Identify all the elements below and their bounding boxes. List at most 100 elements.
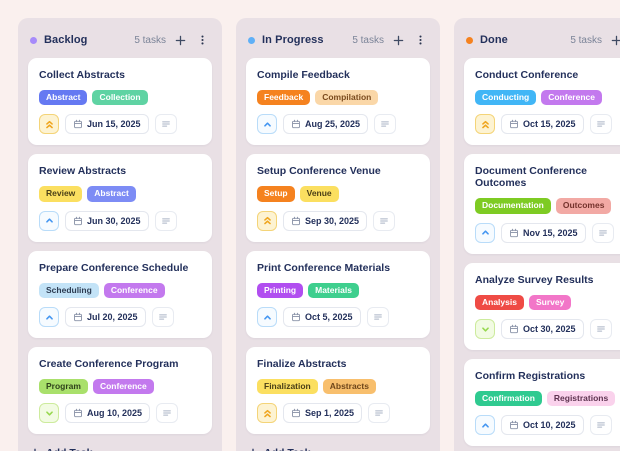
task-card[interactable]: Document Conference Outcomes Documentati… [464, 154, 620, 254]
task-tag: Conference [103, 282, 165, 299]
column-menu-button[interactable] [195, 32, 210, 48]
column-cards: Compile Feedback Feedback Compilation Aug… [246, 58, 430, 435]
description-indicator [368, 403, 391, 424]
task-tags: Finalization Abstracts [257, 379, 419, 395]
task-card[interactable]: Review Abstracts Review Abstract Jun 30, … [28, 154, 212, 242]
task-title: Analyze Survey Results [475, 273, 594, 286]
task-meta: Oct 15, 2025 [475, 114, 620, 135]
column-task-count: 5 tasks [352, 34, 384, 46]
chevron-icon [481, 423, 489, 428]
column-status-dot [30, 36, 37, 44]
description-indicator [156, 403, 179, 424]
priority-badge [475, 114, 495, 135]
task-tag: Abstract [39, 90, 88, 106]
due-date-chip: Jun 15, 2025 [65, 114, 149, 135]
due-date: Oct 15, 2025 [523, 119, 576, 130]
kebab-menu-icon [201, 35, 204, 45]
kanban-column: Backlog 5 tasks Collect Abstracts Abstra… [18, 18, 222, 451]
column-cards: Conduct Conference Conducting Conference … [464, 58, 620, 447]
due-date: Nov 15, 2025 [523, 227, 578, 238]
task-tag: Venue [299, 186, 339, 202]
add-task-icon-button[interactable] [173, 33, 188, 48]
task-tag: Abstracts [322, 379, 376, 395]
due-date-chip: Oct 5, 2025 [283, 307, 361, 328]
task-meta: Sep 1, 2025 [257, 403, 419, 424]
due-date-chip: Aug 25, 2025 [283, 114, 369, 135]
calendar-icon [292, 120, 300, 129]
due-date-chip: Nov 15, 2025 [501, 222, 586, 243]
task-card[interactable]: Create Conference Program Program Confere… [28, 347, 212, 435]
task-meta: Oct 30, 2025 [475, 319, 620, 340]
chevron-icon [45, 314, 53, 320]
task-card[interactable]: Finalize Abstracts Finalization Abstracts… [246, 347, 430, 435]
column-menu-button[interactable] [413, 32, 428, 48]
task-card[interactable]: Compile Feedback Feedback Compilation Aug… [246, 58, 430, 146]
task-tag: Abstract [87, 186, 136, 202]
description-indicator [589, 415, 612, 436]
due-date-chip: Aug 10, 2025 [65, 403, 151, 424]
column-status-dot [248, 36, 255, 44]
task-card[interactable]: Confirm Registrations Confirmation Regist… [464, 359, 620, 447]
due-date: Oct 10, 2025 [523, 420, 576, 431]
chevron-icon [263, 122, 271, 127]
task-card[interactable]: Conduct Conference Conducting Conference … [464, 58, 620, 146]
task-tags: Review Abstract [39, 186, 201, 202]
plus-icon [393, 35, 404, 45]
task-title: Conduct Conference [475, 69, 579, 81]
column-title: Backlog [44, 34, 88, 46]
task-title: Setup Conference Venue [257, 165, 381, 178]
due-date: Sep 1, 2025 [305, 408, 355, 419]
priority-badge [475, 222, 495, 243]
calendar-icon [74, 120, 82, 129]
calendar-icon [292, 312, 300, 322]
task-tag: Outcomes [555, 198, 612, 214]
kebab-menu-icon [419, 35, 422, 45]
task-tag: Feedback [257, 90, 311, 106]
task-tag: Finalization [257, 379, 318, 395]
task-card[interactable]: Analyze Survey Results Analysis Survey Oc… [464, 262, 620, 351]
calendar-icon [74, 312, 82, 322]
task-card[interactable]: Prepare Conference Schedule Scheduling Co… [28, 250, 212, 339]
chevron-icon [263, 409, 271, 418]
task-card[interactable]: Print Conference Materials Printing Mater… [246, 250, 430, 339]
add-task-button[interactable]: Add Task [246, 445, 312, 451]
task-tags: Analysis Survey [475, 294, 620, 311]
task-tag: Program [39, 379, 88, 395]
description-indicator [589, 114, 612, 135]
task-tag: Collection [92, 90, 148, 106]
add-task-icon-button[interactable] [609, 33, 620, 48]
plus-icon [175, 35, 186, 45]
due-date-chip: Oct 30, 2025 [501, 319, 584, 340]
chevron-icon [481, 120, 489, 129]
due-date: Aug 10, 2025 [87, 408, 143, 419]
due-date: Oct 5, 2025 [305, 312, 353, 323]
column-header: In Progress 5 tasks [246, 28, 430, 58]
notes-icon [380, 218, 388, 224]
priority-badge [257, 210, 277, 231]
due-date: Jun 15, 2025 [87, 119, 141, 130]
kanban-column: Done 5 tasks Conduct Conference Conducti… [454, 18, 620, 451]
calendar-icon [74, 216, 82, 225]
task-card[interactable]: Collect Abstracts Abstract Collection Jun… [28, 58, 212, 146]
add-task-button[interactable]: Add Task [28, 445, 94, 451]
due-date: Oct 30, 2025 [523, 324, 576, 335]
priority-badge [257, 114, 277, 135]
description-indicator [154, 210, 177, 231]
notes-icon [373, 314, 382, 320]
task-tag: Compilation [315, 90, 379, 106]
task-tag: Survey [528, 294, 572, 311]
due-date-chip: Jul 20, 2025 [65, 307, 146, 328]
calendar-icon [292, 216, 300, 225]
add-task-icon-button[interactable] [391, 33, 406, 48]
task-card[interactable]: Setup Conference Venue Setup Venue Sep 30… [246, 154, 430, 242]
task-meta: Aug 10, 2025 [39, 403, 201, 424]
due-date-chip: Oct 15, 2025 [501, 114, 584, 135]
chevron-icon [481, 326, 489, 332]
calendar-icon [510, 324, 518, 334]
task-tag: Printing [257, 282, 304, 299]
chevron-icon [481, 230, 489, 235]
column-status-dot [466, 36, 473, 44]
task-tags: Scheduling Conference [39, 282, 201, 299]
description-indicator [154, 114, 177, 135]
task-tag: Registrations [546, 391, 616, 407]
